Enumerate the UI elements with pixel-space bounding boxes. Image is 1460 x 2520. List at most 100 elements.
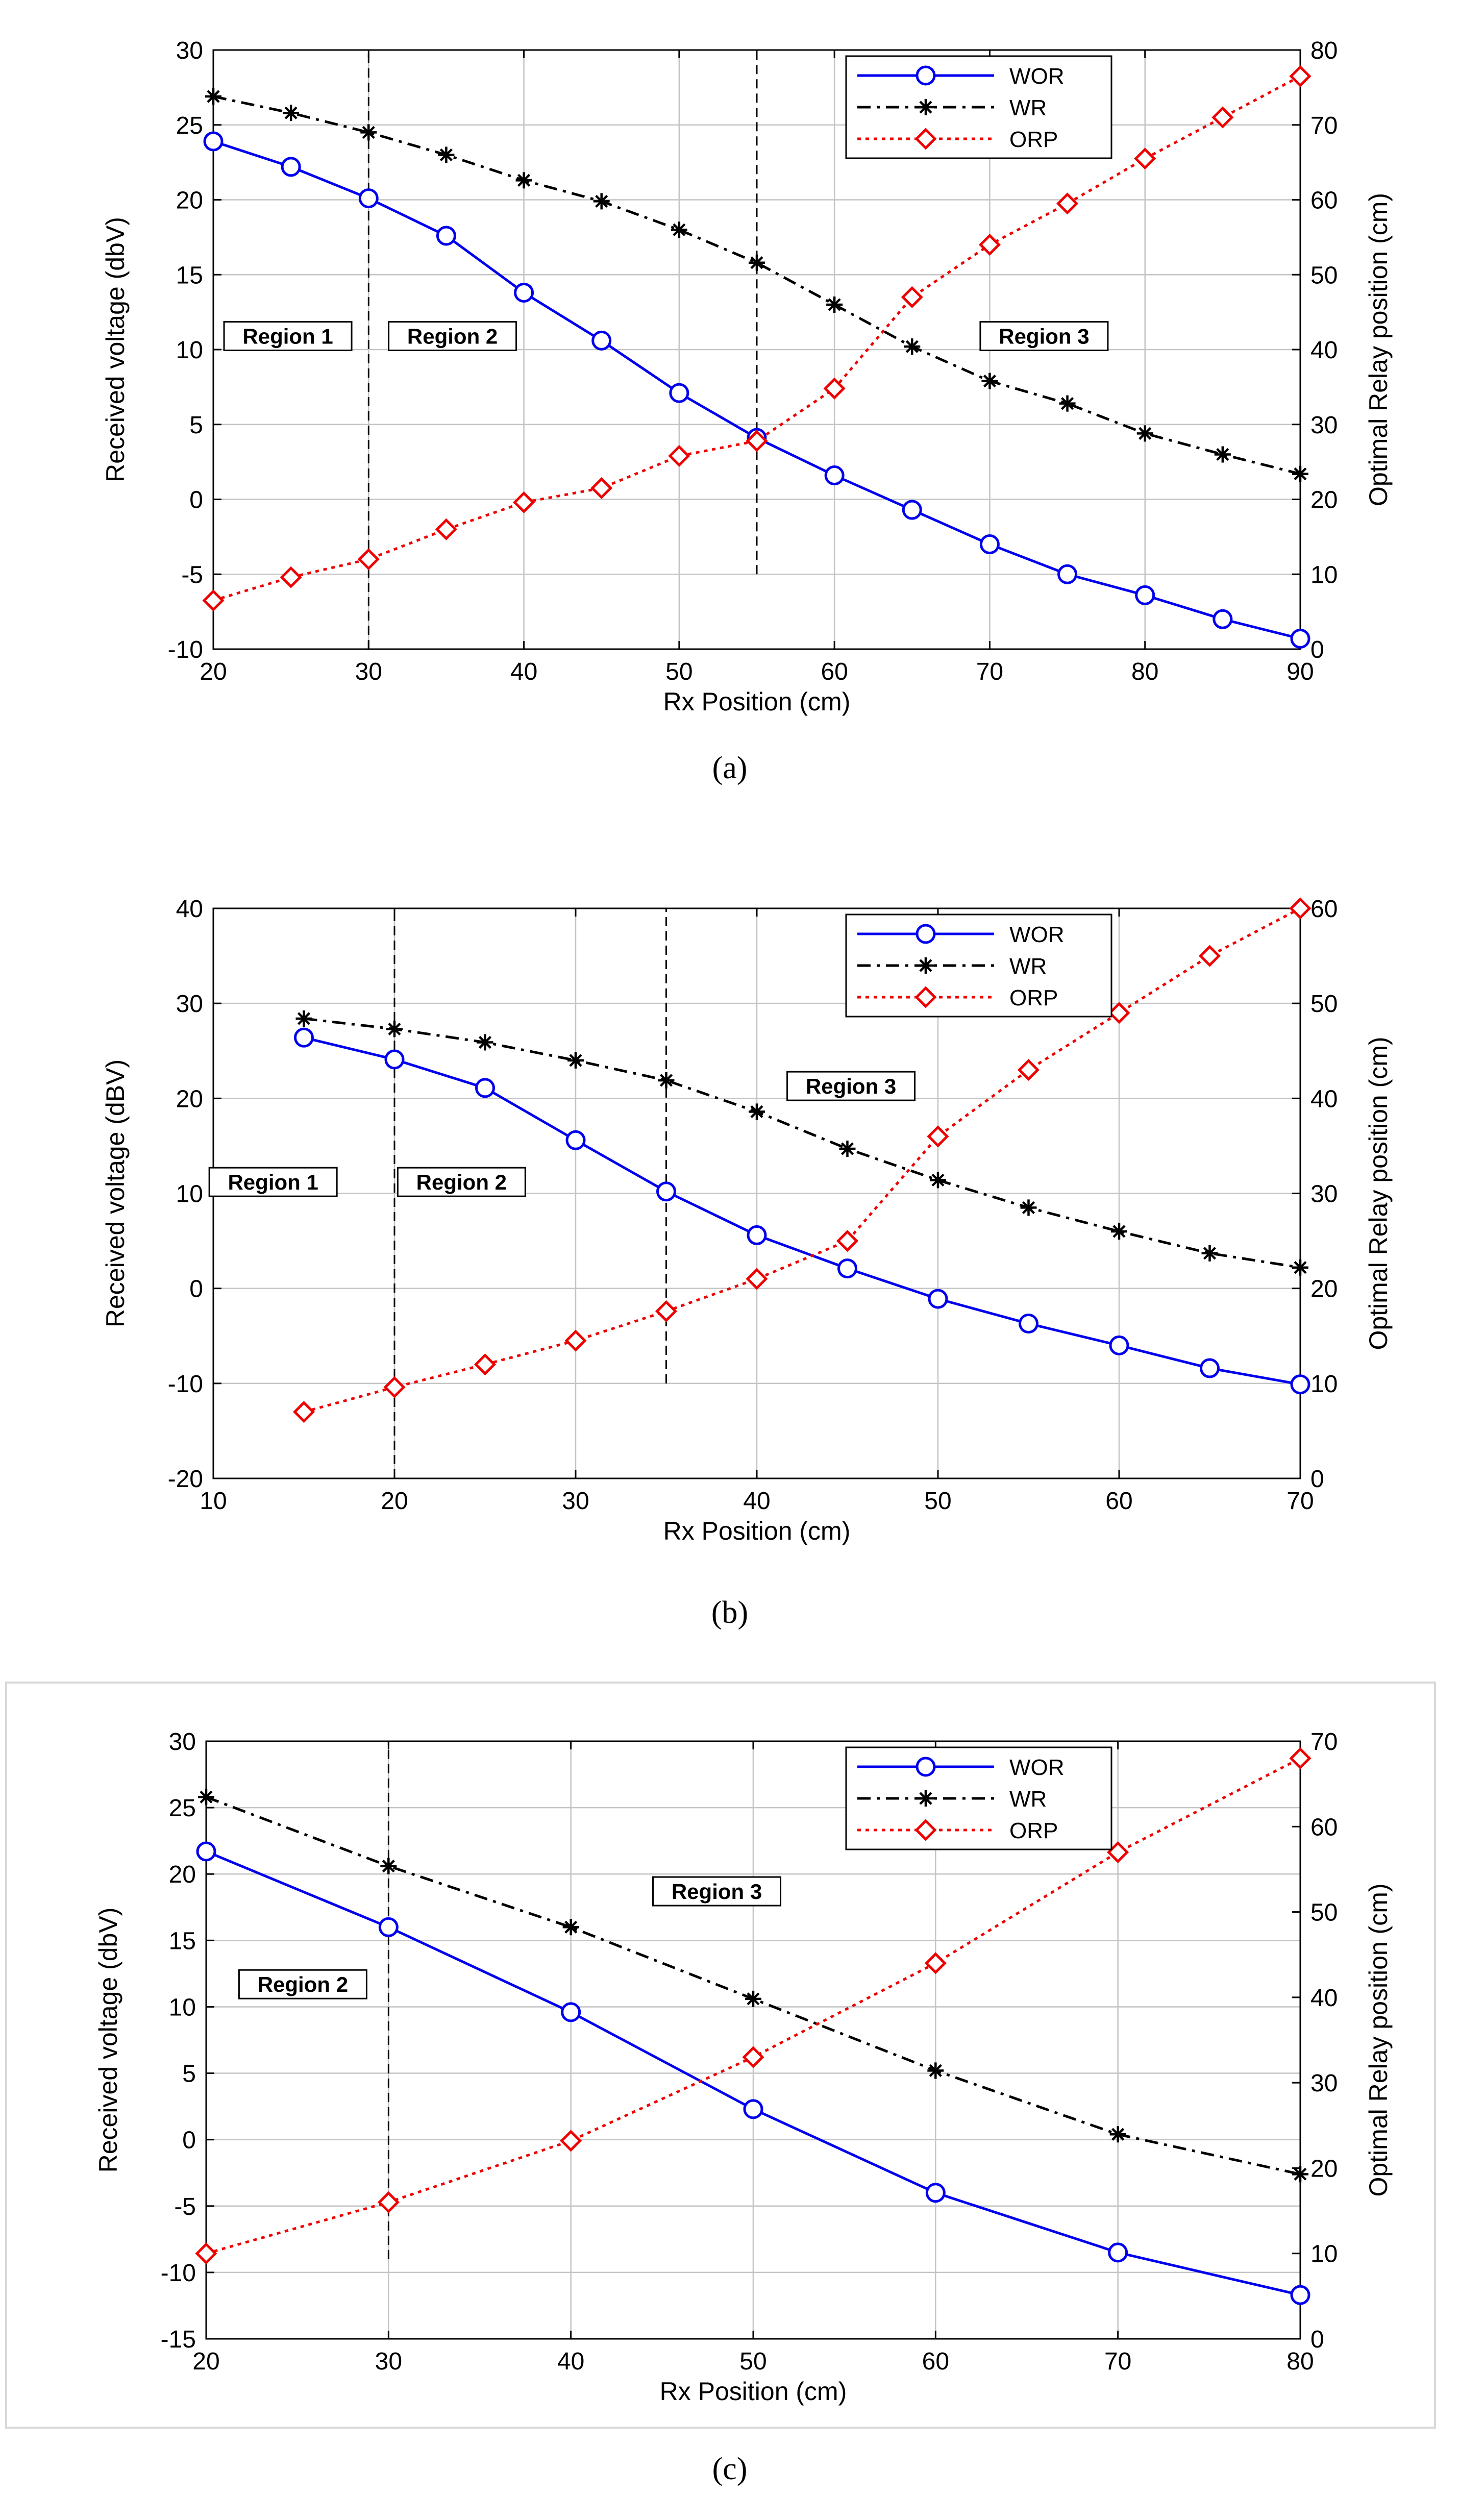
chart-c-series-wor-point <box>378 1917 399 1937</box>
chart-a-series-orp-point <box>746 430 768 452</box>
chart-a-series-wor-point <box>1057 564 1078 584</box>
chart-b-legend-wr-label: WR <box>1009 954 1047 979</box>
chart-b-region-label: Region 1 <box>228 1170 318 1194</box>
chart-a-series-orp-point <box>435 518 457 540</box>
chart-a-series-wr-point <box>593 193 610 210</box>
chart-b-y-right-tick-label: 10 <box>1310 1371 1338 1398</box>
chart-b-region-label-box <box>786 1071 916 1101</box>
chart-a-region-label: Region 1 <box>242 325 333 349</box>
chart-a-y-right-tick-label: 0 <box>1310 636 1324 663</box>
chart-b-x-tick-label: 60 <box>1105 1488 1132 1515</box>
chart-b-legend-wr-marker <box>918 957 934 974</box>
chart-a-series-wr-point <box>283 105 300 121</box>
chart-a-series-wor-point <box>358 188 379 209</box>
chart-c-y-tick-label: -5 <box>174 2193 196 2220</box>
chart-c-series-wr-point <box>562 1919 579 1936</box>
chart-c-series-wor-point <box>1108 2242 1128 2263</box>
chart-a-x-tick-label: 20 <box>200 658 227 685</box>
chart-a-series-orp-point <box>280 566 302 588</box>
chart-a-series-wor-point <box>1290 628 1310 649</box>
chart-b-y-right-tick-label: 50 <box>1310 991 1338 1018</box>
chart-b-y-right-tick-label: 30 <box>1310 1181 1338 1208</box>
chart-a-series-wor-point <box>281 157 301 177</box>
chart-b-series-wor-point <box>1019 1314 1038 1334</box>
chart-a-series-wor-point <box>1135 585 1155 605</box>
chart-b-x-axis-label: Rx Position (cm) <box>663 1517 851 1545</box>
chart-a-series-wor-point <box>203 131 224 152</box>
chart-b-series-wor-point <box>1290 1374 1310 1395</box>
chart-c-region-label: Region 3 <box>672 1880 762 1904</box>
chart-c-series-wr-point <box>198 1789 214 1806</box>
chart-a-series-wr-point <box>981 373 998 389</box>
chart-b-y-axis-label: Received voltage (dBV) <box>101 1059 130 1327</box>
chart-b-legend-orp-label: ORP <box>1009 985 1058 1010</box>
chart-a-series-orp-point <box>357 548 380 571</box>
chart-panel-b: (b) 10 20 30 40 50 60 70 -20 -10 0 10 20 30 40 0 10 20 30… <box>101 896 1393 1630</box>
chart-b-series-wor-point <box>294 1027 314 1048</box>
chart-a-series-wor-point <box>436 226 456 246</box>
chart-a-series-orp-point <box>668 444 690 467</box>
chart-c-series-wor-point <box>925 2183 946 2203</box>
chart-c-y-tick-label: 10 <box>169 1994 196 2021</box>
chart-c-x-axis-label: Rx Position (cm) <box>660 2377 847 2406</box>
chart-c-y-right-tick-label: 10 <box>1310 2241 1338 2268</box>
chart-a-series-orp-point <box>1056 192 1079 215</box>
chart-c-y-tick-label: -15 <box>161 2326 196 2353</box>
chart-a-x-tick-label: 50 <box>665 658 692 685</box>
chart-c-y-tick-label: 20 <box>169 1861 196 1888</box>
chart-a-region-label-box <box>979 321 1109 352</box>
chart-c-y-right-tick-label: 70 <box>1310 1728 1338 1756</box>
chart-a-x-tick-label: 80 <box>1131 658 1158 685</box>
chart-c-x-tick-label: 50 <box>739 2348 766 2375</box>
chart-c-series-wor-point <box>196 1841 216 1862</box>
chart-c-y-tick-label: 25 <box>169 1795 196 1822</box>
chart-a-legend-wr-marker <box>918 99 934 115</box>
chart-b-series-orp-point <box>927 1125 949 1148</box>
chart-b-y-right-tick-label: 20 <box>1310 1276 1338 1303</box>
chart-b-series-orp-point <box>1108 1002 1130 1024</box>
chart-c-series-wor-point <box>743 2099 763 2119</box>
chart-b-series-orp-point <box>1017 1058 1040 1081</box>
chart-b-y-right-tick-label: 0 <box>1310 1466 1324 1493</box>
chart-a-x-tick-label: 60 <box>821 658 848 685</box>
chart-b-series-wr-line <box>304 1017 1301 1269</box>
chart-a-y-tick-label: -10 <box>168 636 203 663</box>
chart-b-x-tick-label: 10 <box>200 1488 227 1515</box>
chart-b-series-wr-point <box>839 1141 856 1157</box>
chart-a-series-wor-point <box>591 330 612 351</box>
chart-a-series-wor-point <box>979 534 1000 555</box>
chart-a-y-right-tick-label: 30 <box>1310 412 1338 439</box>
chart-b-series-orp-point <box>292 1401 315 1423</box>
chart-a-series-wr-point <box>360 124 377 141</box>
chart-a-y-right-tick-label: 50 <box>1310 262 1338 289</box>
chart-b-series-wor-line <box>303 1036 1301 1386</box>
chart-c-series-orp-point <box>1289 1747 1311 1769</box>
chart-c-legend-wor-label: WOR <box>1009 1755 1065 1780</box>
chart-b-series-orp-point <box>1198 945 1221 967</box>
chart-b-region-label-box <box>208 1167 338 1197</box>
chart-c-y-right-tick-label: 40 <box>1310 1985 1338 2012</box>
chart-c-legend-wor-marker <box>915 1757 936 1777</box>
chart-b-x-tick-label: 40 <box>743 1488 770 1515</box>
chart-b-series-wor-point <box>475 1078 495 1098</box>
panel-c-frame <box>5 1682 1436 2429</box>
chart-b-region-label: Region 3 <box>806 1074 896 1098</box>
chart-b-y-tick-label: 10 <box>176 1181 203 1208</box>
chart-c-y-right-tick-label: 60 <box>1310 1814 1338 1841</box>
chart-c-series-wr-point <box>1109 2126 1126 2143</box>
chart-a-series-wr-point <box>1292 465 1308 482</box>
chart-a-series-wor-point <box>1212 609 1233 629</box>
chart-c-y-right-tick-label: 50 <box>1310 1899 1338 1926</box>
chart-a-series-orp-point <box>1289 65 1311 87</box>
chart-b-series-wr-point <box>567 1052 584 1069</box>
chart-a-y-right-tick-label: 40 <box>1310 337 1338 364</box>
chart-a-series-wr-point <box>904 338 921 355</box>
chart-b-series-orp-point <box>383 1376 406 1398</box>
chart-b-series-wr-point <box>1020 1199 1037 1216</box>
chart-a-series-wr-point <box>671 221 687 238</box>
chart-c-series-orp-point <box>560 2130 582 2152</box>
chart-b-legend-orp-marker <box>914 986 937 1008</box>
chart-a-x-tick-label: 90 <box>1286 658 1314 685</box>
chart-a-y-right-tick-label: 70 <box>1310 112 1338 139</box>
chart-a-y-tick-label: 5 <box>189 412 203 439</box>
